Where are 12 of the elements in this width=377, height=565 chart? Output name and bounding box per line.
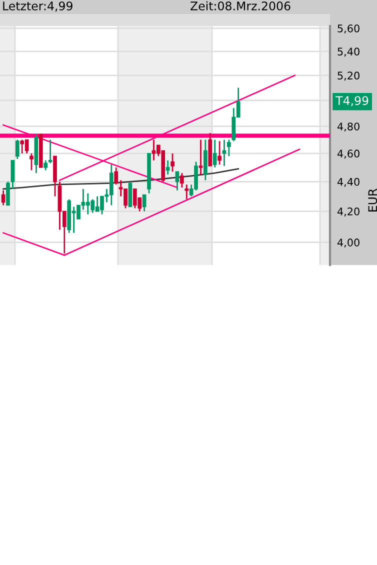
y-tick-label: 5,40 (338, 48, 360, 57)
y-tick-label: 4,80 (337, 122, 360, 132)
annotation: T4,99 (336, 96, 368, 106)
text: Letzter:4,99 (3, 1, 72, 12)
text: Zeit:08.Mrz.2006 (190, 1, 290, 10)
y-tick-label: 4,00 (337, 238, 360, 248)
y-axis-title: EUR (368, 188, 377, 212)
y-tick-label: 5,60 (338, 24, 360, 34)
y-tick-label: 4,20 (337, 208, 360, 216)
y-tick-label: 5,20 (338, 72, 360, 81)
y-tick-label: 4,40 (337, 178, 360, 187)
y-tick-label: 4,60 (337, 150, 360, 159)
